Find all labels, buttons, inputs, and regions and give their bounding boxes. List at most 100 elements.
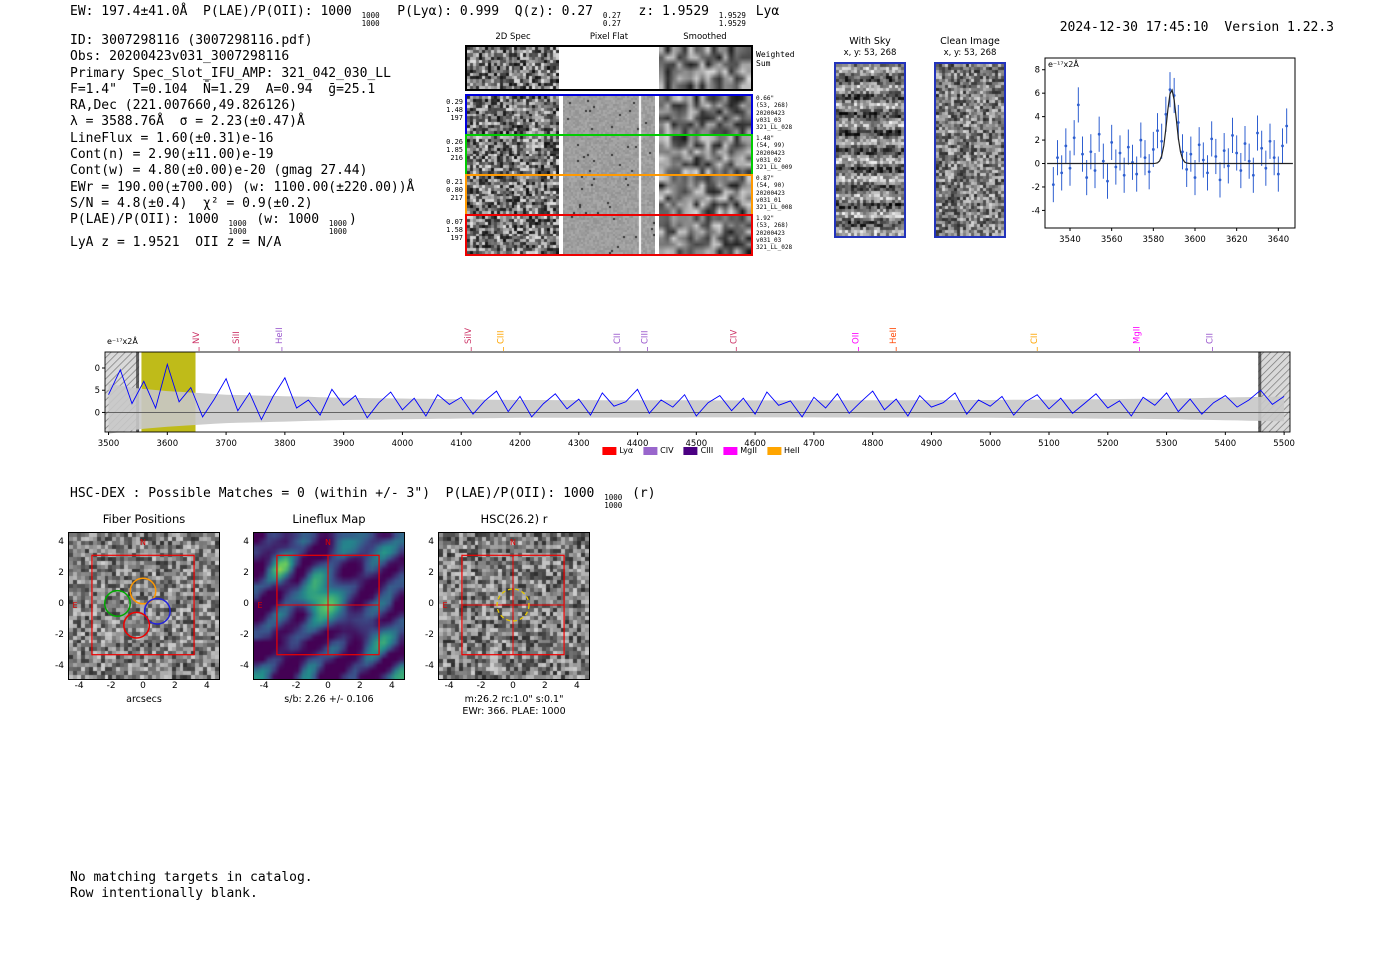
stacked-fraction: 1000 1000 [361,11,380,28]
emission-line-label: CII [613,333,623,344]
ifu-footprint-square [461,554,565,656]
mask-edge [1258,352,1262,432]
spec2d-weighted-row [465,45,753,91]
text-run: Lyα [747,4,780,19]
cutout-y-tick-label: 2 [58,567,64,578]
cutout-x-tick-label: 2 [357,681,363,691]
info-line: ID: 3007298116 (3007298116.pdf) [70,33,414,49]
text-run: Obs: 20200423v031_3007298116 [70,49,290,65]
x-tick-label: 4900 [921,439,943,449]
y-tick-label: -4 [1032,206,1040,216]
x-tick-label: 4200 [509,439,531,449]
text-run: EW: 197.4±41.0Å P(LAE)/P(OII): 1000 [70,4,360,19]
text-run: Cont(w) = 4.80(±0.00)e-20 (gmag 27.44) [70,163,368,179]
text-run: LineFlux = 1.60(±0.31)e-16 [70,130,274,146]
spec2d-row-meta: 0.87" (54, 90) 20200423 v031_01 321_LL_0… [756,175,793,212]
clean-image [934,62,1006,238]
legend-label: Lyα [619,446,634,455]
hsc-r-image [438,532,590,680]
cutout-y-tick-label: 4 [243,536,249,547]
x-tick-label: 3560 [1101,235,1123,245]
data-point [1218,178,1222,182]
clean-image-title: Clean Image [940,36,1000,47]
info-line: Cont(n) = 2.90(±11.00)e-19 [70,147,414,163]
legend-swatch [643,446,658,455]
x-tick-label: 3640 [1268,235,1290,245]
legend-swatch [766,446,781,455]
text-run: Cont(n) = 2.90(±11.00)e-19 [70,147,274,163]
data-point [1160,139,1164,143]
text-run: EWr = 190.00(±700.00) (w: 1100.00(±220.0… [70,179,415,195]
data-point [1068,166,1072,170]
hsc-r-overlay: NE [442,538,565,656]
data-point [1176,121,1180,124]
data-point [1085,176,1089,179]
gaussian-fit-curve [1047,88,1293,165]
cutout-x-tick-label: 0 [140,681,146,691]
emission-line-label: HeII [275,327,285,344]
cutout-x-tick-label: -2 [291,681,301,691]
lineflux-map-image [253,532,405,680]
spec2d-row-stats: 0.26 1.85 216 [446,138,463,163]
cutout-y-tick-label: 0 [243,599,249,609]
report-version: Version 1.22.3 [1224,20,1334,36]
stacked-fraction: 1000 1000 [328,219,347,236]
info-line: λ = 3588.76Å σ = 2.23(±0.47)Å [70,114,414,130]
legend-swatch [723,446,738,455]
y-tick-label: 6 [1035,89,1040,99]
data-point [1106,179,1109,183]
text-run: LyA z = 1.9521 OII z = N/A [70,235,282,251]
line-fit-chart: 3540 3560 3580 3600 3620 3640 -4 -2 0 2 4 6 8 e⁻¹⁷x2Å [1015,50,1315,250]
smoothed-strip [659,47,751,89]
error-envelope [108,384,1285,434]
data-point [1226,164,1230,168]
emission-line-label: MgII [1133,326,1143,344]
x-tick-label: 4600 [744,439,766,449]
spec2d-panel: 2D Spec Pixel Flat Smoothed Weighted Sum… [443,30,795,262]
cutout-x-tick-label: 4 [573,681,580,691]
cutout-x-tick-label: 4 [203,681,210,691]
cutout-x-tick-label: 0 [510,681,516,691]
spec2d-col-title-smoothed: Smoothed [683,32,727,42]
footer-notes: No matching targets in catalog. Row inte… [70,870,313,903]
data-point [1076,103,1080,107]
cutout-y-tick-label: 2 [428,567,434,578]
data-point [1093,169,1097,172]
info-line: Cont(w) = 4.80(±0.00)e-20 (gmag 27.44) [70,163,414,179]
y-tick-label: -2 [1032,183,1040,193]
spec2d-strip [467,216,559,254]
header-summary-line: EW: 197.4±41.0Å P(LAE)/P(OII): 1000 1000… [70,4,779,27]
x-tick-label: 4400 [627,439,649,449]
info-line: F=1.4" T=0.104 N̄=1.29 A=0.94 ḡ=25.1 [70,82,414,98]
text-run: P(LAE)/P(OII): 1000 [70,212,227,228]
data-point [1181,150,1184,154]
data-point [1281,144,1284,148]
legend-label: CIII [700,446,714,455]
spec2d-fiber-row [465,214,753,256]
data-point [1197,143,1201,147]
data-point [1214,155,1218,158]
x-tick-label: 3600 [1184,235,1206,245]
emission-line-label: NV [192,332,202,344]
text-run: (w: 1000 [248,212,327,228]
data-point [1201,158,1205,162]
data-point [1235,151,1239,155]
info-line: RA,Dec (221.007660,49.826126) [70,98,414,114]
emission-line-label: SiII [232,331,242,344]
spec2d-row-stats: 0.21 0.80 217 [446,178,463,203]
info-line: Primary Spec_Slot_IFU_AMP: 321_042_030_L… [70,66,414,82]
cutout-y-tick-label: -4 [55,661,64,672]
info-line: EWr = 190.00(±700.00) (w: 1100.00(±220.0… [70,180,414,196]
data-point [1126,145,1130,149]
stacked-fraction: 1.9529 1.9529 [718,11,746,28]
data-point [1189,152,1193,156]
x-tick-label: 3800 [274,439,296,449]
full-spectrum-plot: 3500 3600 3700 3800 3900 4000 4100 4200 4300 4400… [86,326,1294,449]
legend-label: HeII [783,446,800,455]
x-tick-label: 5200 [1097,439,1119,449]
data-point [1256,131,1259,135]
pixelflat-strip [563,176,655,214]
x-tick-label: 4000 [392,439,414,449]
cutout-x-tick-label: 2 [542,681,548,691]
data-point [1135,172,1139,176]
